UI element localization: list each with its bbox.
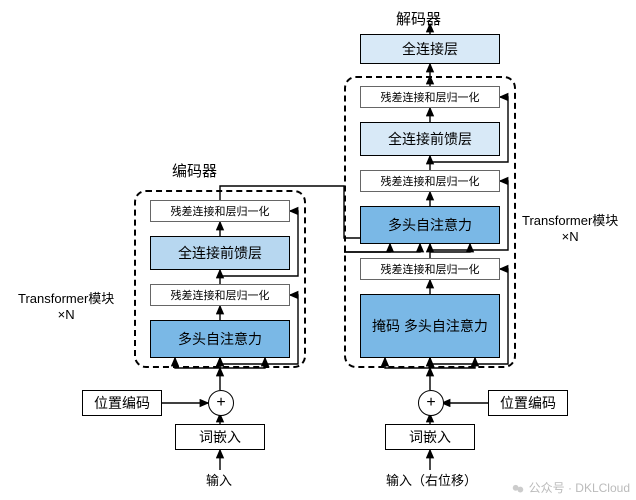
input-left: 输入 (206, 470, 232, 489)
embed-left: 词嵌入 (175, 424, 265, 450)
enc-norm1: 残差连接和层归一化 (150, 284, 290, 306)
enc-norm2: 残差连接和层归一化 (150, 200, 290, 222)
decoder-side-label: Transformer模块 ×N (522, 210, 618, 244)
decoder-title: 解码器 (396, 8, 441, 29)
plus-icon: + (208, 390, 234, 416)
dec-output: 全连接层 (360, 34, 500, 64)
embed-right: 词嵌入 (385, 424, 475, 450)
dec-norm3: 残差连接和层归一化 (360, 86, 500, 108)
dec-attn: 多头自注意力 (360, 206, 500, 244)
enc-attn: 多头自注意力 (150, 320, 290, 358)
arrows-layer (0, 0, 636, 500)
dec-masked-attn: 掩码 多头自注意力 (360, 294, 500, 358)
encoder-side-label: Transformer模块 ×N (18, 288, 114, 322)
dec-norm2: 残差连接和层归一化 (360, 170, 500, 192)
dec-ffn: 全连接前馈层 (360, 122, 500, 156)
encoder-title: 编码器 (172, 160, 217, 181)
enc-ffn: 全连接前馈层 (150, 236, 290, 270)
input-right: 输入（右位移） (386, 470, 477, 489)
plus-icon: + (418, 390, 444, 416)
pos-encoding-right: 位置编码 (488, 390, 568, 416)
dec-norm1: 残差连接和层归一化 (360, 258, 500, 280)
pos-encoding-left: 位置编码 (82, 390, 162, 416)
watermark: 公众号 · DKLCloud (511, 479, 630, 496)
